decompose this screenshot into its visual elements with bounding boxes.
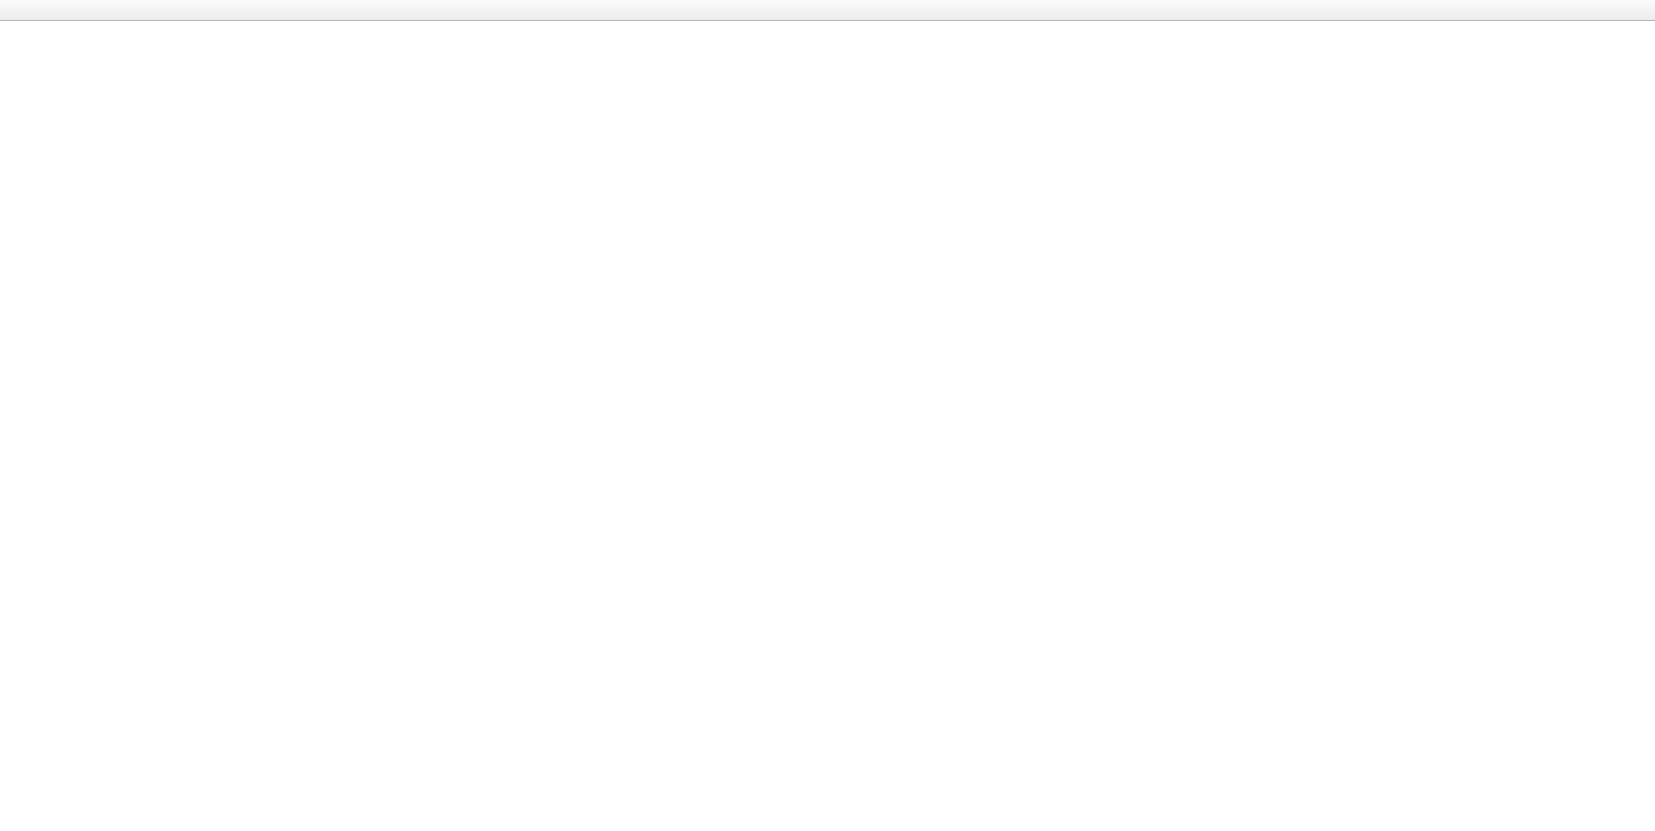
chart-area — [0, 21, 1655, 831]
toolbar — [0, 0, 1655, 21]
chart-canvas[interactable] — [0, 21, 1655, 831]
